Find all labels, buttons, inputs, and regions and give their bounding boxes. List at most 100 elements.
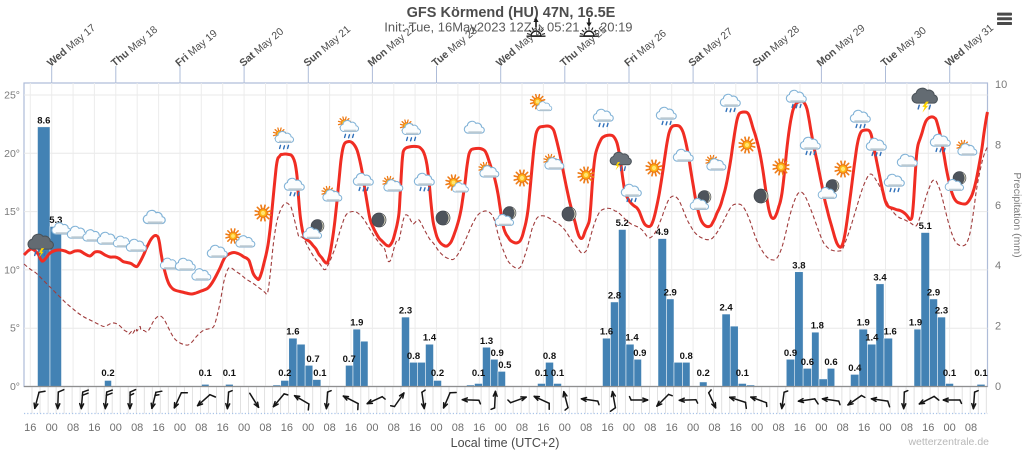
svg-text:0.1: 0.1 [199, 368, 213, 379]
svg-text:1.6: 1.6 [600, 327, 613, 338]
svg-text:Local time (UTC+2): Local time (UTC+2) [451, 436, 560, 450]
svg-text:0.1: 0.1 [472, 368, 486, 379]
svg-text:16: 16 [24, 422, 36, 434]
svg-text:0.1: 0.1 [943, 368, 957, 379]
svg-text:00: 00 [46, 422, 58, 434]
svg-text:08: 08 [644, 422, 656, 434]
svg-text:00: 00 [366, 422, 378, 434]
svg-text:00: 00 [174, 422, 186, 434]
svg-text:10: 10 [995, 79, 1007, 91]
svg-text:2.4: 2.4 [719, 303, 733, 314]
svg-text:16: 16 [537, 422, 549, 434]
svg-text:2.9: 2.9 [664, 287, 677, 298]
svg-text:00: 00 [751, 422, 763, 434]
svg-text:1.4: 1.4 [625, 333, 639, 344]
svg-text:Precipitation (mm): Precipitation (mm) [1011, 172, 1023, 257]
svg-text:2: 2 [995, 321, 1001, 333]
svg-text:16: 16 [601, 422, 613, 434]
svg-text:1.9: 1.9 [909, 318, 922, 329]
svg-text:1.4: 1.4 [865, 333, 879, 344]
svg-text:00: 00 [687, 422, 699, 434]
svg-text:0.1: 0.1 [551, 368, 565, 379]
svg-text:00: 00 [430, 422, 442, 434]
svg-text:00: 00 [110, 422, 122, 434]
svg-text:00: 00 [623, 422, 635, 434]
svg-text:1.3: 1.3 [480, 336, 493, 347]
svg-text:00: 00 [238, 422, 250, 434]
svg-text:08: 08 [837, 422, 849, 434]
svg-text:08: 08 [516, 422, 528, 434]
svg-text:00: 00 [559, 422, 571, 434]
svg-text:20°: 20° [4, 148, 20, 160]
svg-text:08: 08 [131, 422, 143, 434]
svg-text:16: 16 [281, 422, 293, 434]
svg-text:0.2: 0.2 [697, 368, 710, 379]
svg-text:4: 4 [995, 260, 1001, 272]
svg-text:0: 0 [995, 381, 1001, 393]
svg-text:08: 08 [708, 422, 720, 434]
svg-text:08: 08 [772, 422, 784, 434]
svg-text:0.8: 0.8 [543, 351, 556, 362]
svg-text:0.1: 0.1 [535, 368, 549, 379]
svg-text:0.9: 0.9 [784, 348, 797, 359]
svg-text:6: 6 [995, 200, 1001, 212]
svg-text:00: 00 [495, 422, 507, 434]
svg-text:00: 00 [879, 422, 891, 434]
svg-text:4.9: 4.9 [656, 227, 669, 238]
svg-text:3.8: 3.8 [792, 260, 805, 271]
svg-text:08: 08 [195, 422, 207, 434]
svg-text:16: 16 [473, 422, 485, 434]
svg-text:2.8: 2.8 [608, 291, 621, 302]
svg-text:1.6: 1.6 [286, 327, 299, 338]
svg-text:08: 08 [965, 422, 977, 434]
svg-text:16: 16 [666, 422, 678, 434]
svg-text:10°: 10° [4, 264, 20, 276]
svg-text:0.8: 0.8 [680, 351, 693, 362]
svg-text:0.4: 0.4 [848, 363, 862, 374]
svg-text:00: 00 [302, 422, 314, 434]
svg-text:08: 08 [452, 422, 464, 434]
svg-text:08: 08 [323, 422, 335, 434]
svg-text:00: 00 [943, 422, 955, 434]
svg-text:0.9: 0.9 [633, 348, 646, 359]
svg-text:16: 16 [794, 422, 806, 434]
svg-text:0.6: 0.6 [801, 357, 814, 368]
svg-text:0.2: 0.2 [101, 368, 114, 379]
svg-text:0.2: 0.2 [431, 368, 444, 379]
svg-text:0°: 0° [10, 381, 20, 393]
svg-text:0.7: 0.7 [306, 354, 319, 365]
svg-text:1.9: 1.9 [350, 318, 363, 329]
svg-text:5.1: 5.1 [919, 221, 933, 232]
svg-text:16: 16 [88, 422, 100, 434]
svg-text:16: 16 [409, 422, 421, 434]
svg-text:0.6: 0.6 [824, 357, 837, 368]
svg-text:1.6: 1.6 [884, 327, 897, 338]
svg-text:5.2: 5.2 [616, 218, 629, 229]
svg-text:2.3: 2.3 [399, 306, 412, 317]
svg-text:5°: 5° [10, 323, 20, 335]
svg-text:8: 8 [995, 140, 1001, 152]
svg-text:1.9: 1.9 [857, 318, 870, 329]
svg-text:16: 16 [345, 422, 357, 434]
svg-text:16: 16 [152, 422, 164, 434]
svg-text:08: 08 [67, 422, 79, 434]
svg-text:16: 16 [858, 422, 870, 434]
svg-text:08: 08 [901, 422, 913, 434]
svg-text:16: 16 [217, 422, 229, 434]
svg-text:0.8: 0.8 [407, 351, 420, 362]
svg-text:0.5: 0.5 [498, 360, 512, 371]
svg-text:15°: 15° [4, 206, 20, 218]
svg-text:00: 00 [815, 422, 827, 434]
svg-text:3.4: 3.4 [873, 272, 887, 283]
svg-text:05:21: 05:21 [547, 20, 580, 35]
svg-text:wetterzentrale.de: wetterzentrale.de [907, 436, 989, 448]
svg-text:1.4: 1.4 [423, 333, 437, 344]
svg-text:0.9: 0.9 [491, 348, 504, 359]
svg-text:0.2: 0.2 [278, 368, 291, 379]
svg-text:08: 08 [259, 422, 271, 434]
svg-text:2.9: 2.9 [927, 287, 940, 298]
svg-text:0.1: 0.1 [736, 368, 750, 379]
svg-text:16: 16 [730, 422, 742, 434]
svg-text:0.1: 0.1 [313, 368, 327, 379]
svg-text:08: 08 [580, 422, 592, 434]
